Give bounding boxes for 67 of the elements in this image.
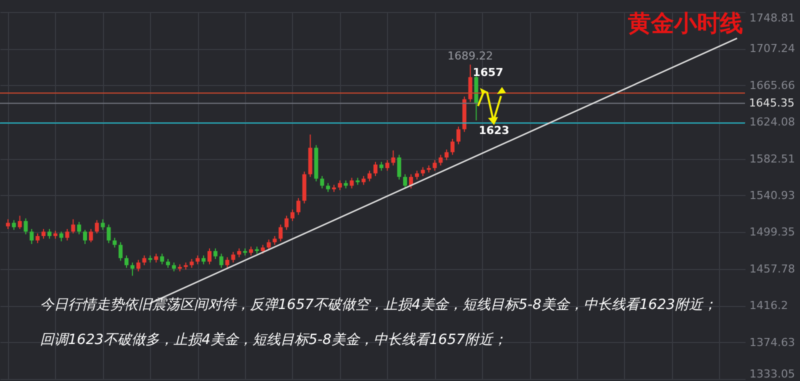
candlestick — [130, 262, 134, 276]
candlestick — [65, 228, 70, 241]
candlestick — [118, 242, 123, 262]
candlestick — [397, 154, 402, 180]
candlestick — [350, 177, 354, 189]
candlestick — [142, 254, 146, 266]
ref-line-label: 1645.35 — [749, 96, 794, 110]
candlestick — [438, 154, 443, 166]
y-tick-label: 1707.24 — [750, 42, 795, 56]
candlestick — [456, 126, 460, 145]
candlestick — [468, 64, 472, 102]
y-tick-label: 1624.08 — [750, 116, 795, 129]
candlestick — [391, 150, 396, 166]
candlestick — [290, 209, 294, 222]
candlestick — [106, 224, 111, 244]
candlestick — [207, 248, 212, 265]
y-tick-label: 1499.35 — [750, 226, 795, 239]
candlestick — [112, 237, 117, 248]
candlestick — [266, 239, 271, 251]
candlestick — [18, 215, 22, 230]
candlestick — [338, 180, 342, 191]
candlestick — [71, 218, 76, 234]
candlestick — [219, 253, 224, 268]
candlestick — [136, 259, 140, 272]
candlestick — [83, 229, 88, 244]
annotation: 回调1623不破做多，止损4美金，短线目标5-8美金，中长线看1657附近； — [40, 332, 508, 348]
candlestick — [88, 228, 93, 243]
chart-title: 黄金小时线 — [627, 11, 743, 37]
candlestick — [36, 232, 40, 244]
candlestick — [450, 138, 455, 156]
candlestick — [278, 224, 283, 242]
candlestick — [284, 215, 289, 230]
candlestick — [94, 220, 99, 234]
y-tick-label: 1374.63 — [750, 336, 795, 349]
candlestick — [12, 220, 16, 230]
candlestick — [368, 170, 372, 182]
candlestick — [403, 174, 408, 189]
annotation: 今日行情走势依旧震荡区间对待，反弹1657不破做空，止损4美金，短线目标5-8美金，中长线看1623附近； — [40, 297, 718, 313]
candlestick — [77, 221, 82, 235]
candlestick — [42, 228, 46, 240]
y-tick-label: 1748.81 — [750, 12, 795, 24]
candlestick — [160, 253, 164, 265]
candlestick — [432, 160, 437, 172]
candlestick — [100, 218, 105, 230]
candlestick — [59, 231, 64, 242]
y-tick-label: 1333.05 — [750, 368, 795, 380]
annotation: 1689.22 — [448, 50, 494, 63]
y-tick-label: 1665.66 — [750, 78, 795, 92]
candlestick — [47, 228, 52, 240]
candlestick — [444, 149, 449, 161]
annotation: 1657 — [472, 66, 504, 80]
candlestick — [30, 228, 34, 244]
candlestick — [225, 256, 230, 268]
y-tick-label: 1582.51 — [750, 152, 795, 166]
candlestick — [373, 161, 378, 177]
candlestick — [213, 248, 218, 260]
candlestick — [296, 198, 300, 216]
candlestick — [231, 251, 236, 264]
y-tick-label: 1540.93 — [750, 189, 795, 202]
candlestick — [124, 254, 129, 268]
candlestick — [24, 218, 28, 235]
y-tick-label: 1457.78 — [750, 262, 795, 276]
candlestick — [385, 160, 390, 172]
y-tick-label: 1416.2 — [750, 299, 788, 312]
annotation: 1623 — [478, 124, 510, 138]
candlestick — [6, 218, 10, 230]
candlestick — [320, 176, 324, 189]
